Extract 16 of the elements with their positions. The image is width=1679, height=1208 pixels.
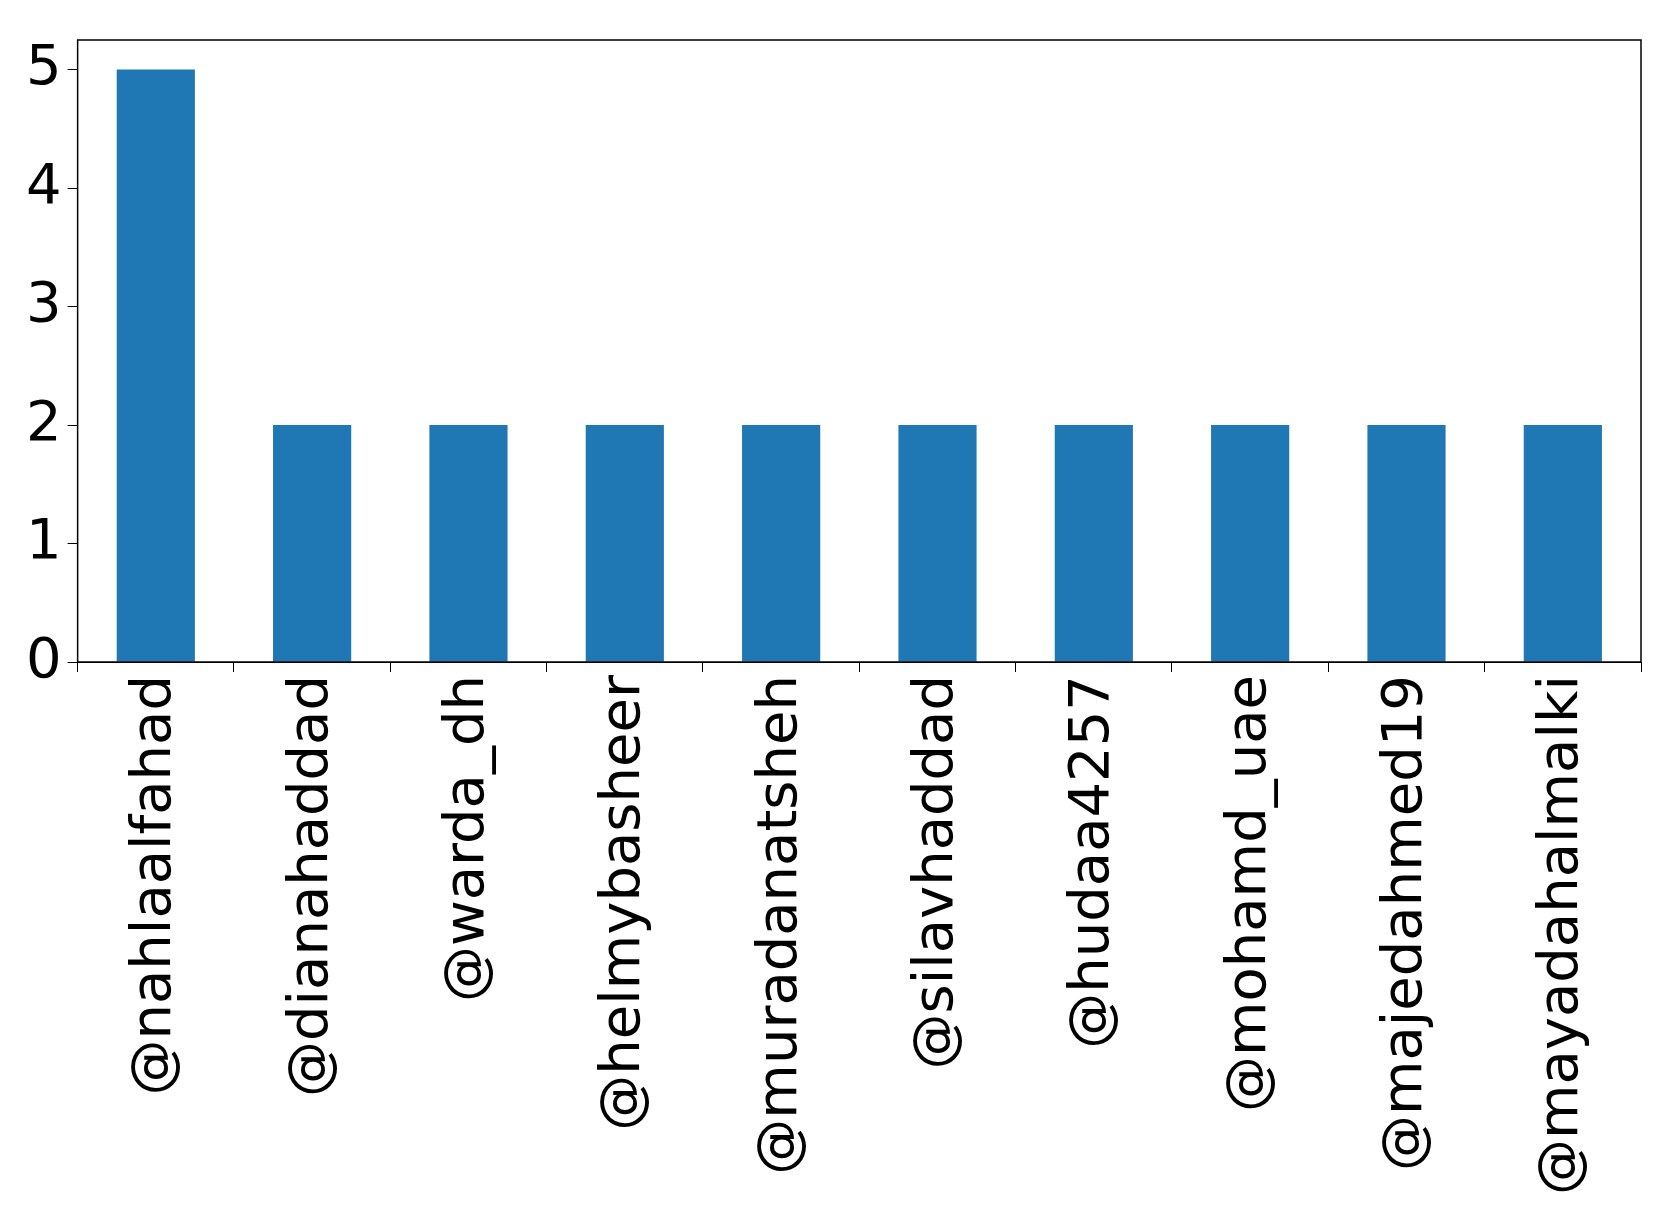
y-tick-label: 3 (25, 269, 62, 335)
x-tick-label: @dianahaddad (274, 675, 340, 1098)
y-tick-label: 1 (25, 506, 62, 572)
x-tick-label: @nahlaalfahad (118, 675, 184, 1096)
y-tick-label: 4 (25, 150, 62, 216)
x-tick-label: @hudaa4257 (1056, 675, 1122, 1049)
y-tick-label: 0 (25, 624, 62, 690)
x-tick-label: @majedahmed19 (1369, 675, 1435, 1172)
x-tick-label: @helmybasheer (587, 674, 653, 1131)
x-tick-label: @mohamd_uae (1212, 675, 1278, 1113)
x-tick-label: @warda_dh (431, 675, 497, 1003)
x-tick-label: @silavhaddad (900, 675, 966, 1070)
x-tick-label: @mayadahalmalki (1525, 675, 1591, 1195)
x-tick-label: @muradanatsheh (743, 675, 809, 1175)
y-tick-label: 2 (25, 387, 62, 453)
y-tick-label: 5 (25, 32, 62, 98)
